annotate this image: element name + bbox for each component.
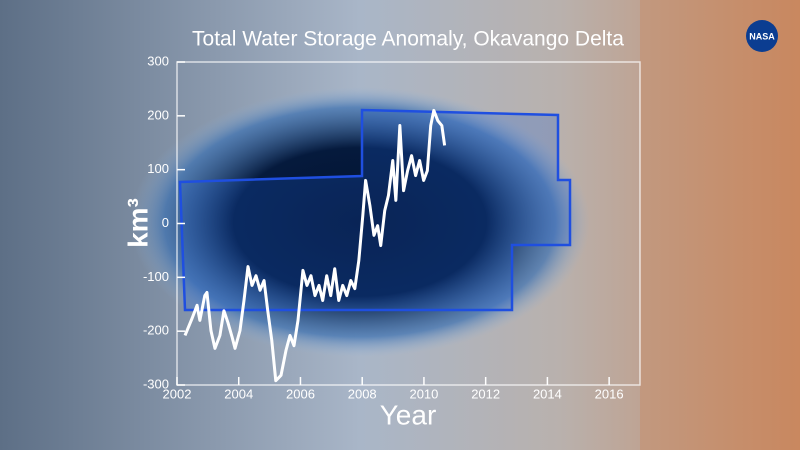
logo-disc xyxy=(746,20,778,52)
basin-outline xyxy=(178,108,572,312)
data-line xyxy=(183,108,447,383)
chart-title: Total Water Storage Anomaly, Okavango De… xyxy=(192,28,624,51)
y-tick-label: -300 xyxy=(143,376,169,391)
x-tick-label: 2012 xyxy=(471,386,500,401)
y-tick-label: -100 xyxy=(143,269,169,284)
y-tick-label: -200 xyxy=(143,323,169,338)
logo: NASA xyxy=(749,31,775,41)
y-tick-label: 0 xyxy=(162,215,169,230)
x-tick-label: 2002 xyxy=(163,386,192,401)
y-axis-label: km³ xyxy=(122,198,153,248)
x-tick-label: 2014 xyxy=(533,386,562,401)
x-tick-label: 2008 xyxy=(348,386,377,401)
x-axis-label: Year xyxy=(380,399,437,430)
x-tick-label: 2006 xyxy=(286,386,315,401)
y-tick-label: 200 xyxy=(147,107,169,122)
y-tick-label: 100 xyxy=(147,161,169,176)
x-tick-label: 2004 xyxy=(224,386,253,401)
x-tick-label: 2010 xyxy=(409,386,438,401)
map-tint xyxy=(640,0,800,450)
x-tick-label: 2016 xyxy=(595,386,624,401)
y-tick-label: 300 xyxy=(147,53,169,68)
